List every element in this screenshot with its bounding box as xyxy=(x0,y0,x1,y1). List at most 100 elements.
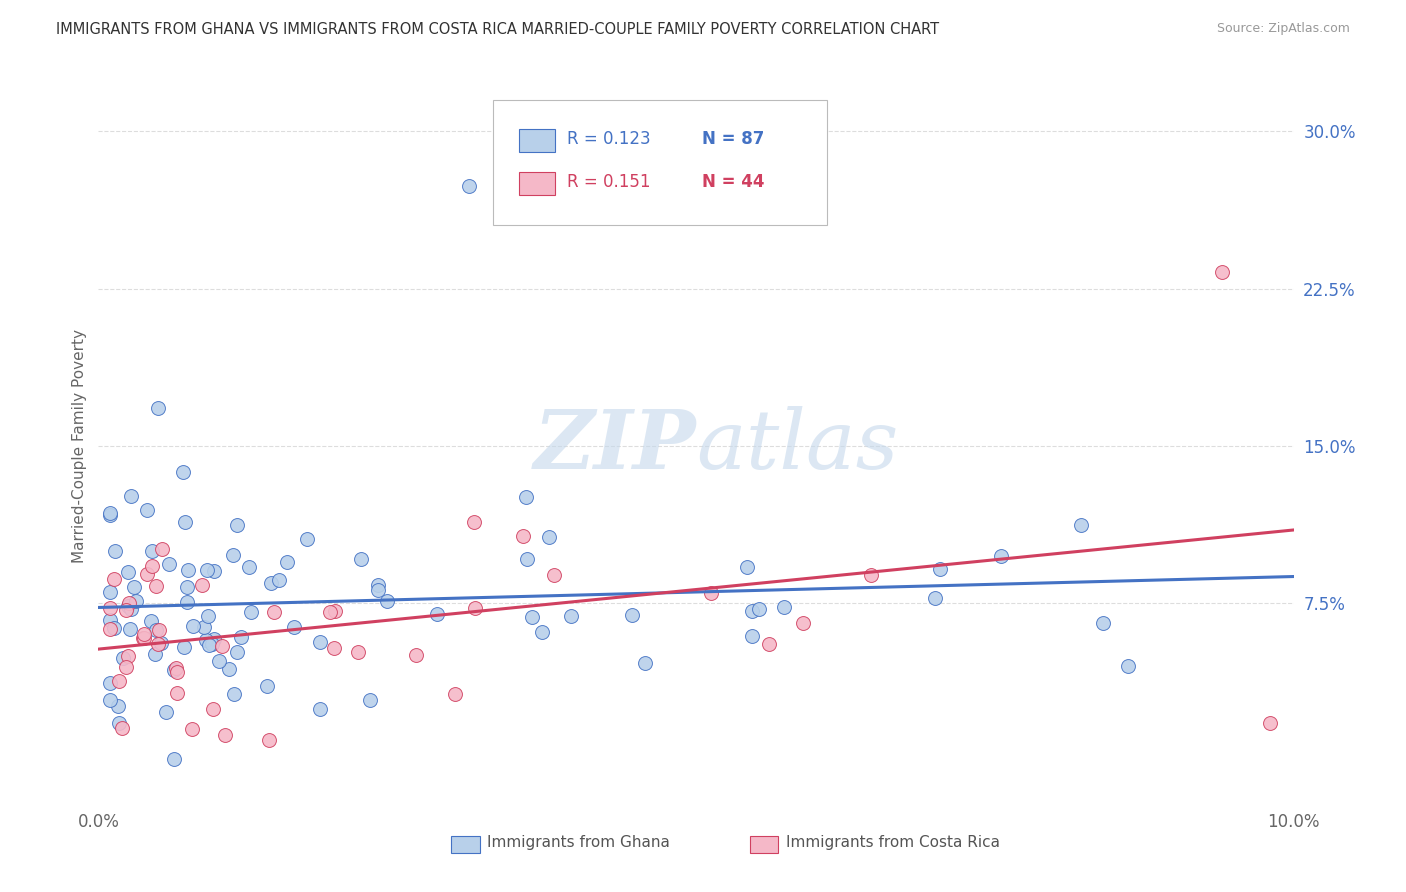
Point xyxy=(924,591,946,605)
Point xyxy=(218,662,240,676)
Point xyxy=(1211,265,1233,279)
Text: Immigrants from Ghana: Immigrants from Ghana xyxy=(486,835,669,849)
Point xyxy=(195,632,218,647)
Point xyxy=(115,660,138,674)
Point xyxy=(173,640,195,655)
Point xyxy=(226,518,249,533)
Point xyxy=(103,573,125,587)
Point xyxy=(149,636,172,650)
Point xyxy=(700,586,723,600)
Point xyxy=(1258,716,1281,731)
Text: R = 0.151: R = 0.151 xyxy=(567,173,651,191)
Point xyxy=(172,465,194,479)
Point xyxy=(111,721,134,735)
Point xyxy=(463,515,485,529)
FancyBboxPatch shape xyxy=(451,836,479,854)
Point xyxy=(132,631,155,645)
Point xyxy=(157,557,180,571)
Point xyxy=(259,733,281,747)
Point xyxy=(108,715,131,730)
Point xyxy=(103,621,125,635)
Point xyxy=(148,401,170,416)
Point xyxy=(464,601,486,615)
Point xyxy=(522,610,544,624)
Point xyxy=(165,661,187,675)
Point xyxy=(143,647,166,661)
Point xyxy=(375,594,398,608)
Text: N = 44: N = 44 xyxy=(702,173,765,191)
Point xyxy=(201,701,224,715)
Point xyxy=(141,544,163,558)
Point xyxy=(347,644,370,658)
Point xyxy=(229,630,252,644)
Text: N = 87: N = 87 xyxy=(702,130,765,148)
Text: R = 0.123: R = 0.123 xyxy=(567,130,651,148)
Point xyxy=(620,607,643,622)
Point xyxy=(108,674,131,689)
Point xyxy=(166,686,188,700)
Point xyxy=(741,604,763,618)
Point xyxy=(214,728,236,742)
Point xyxy=(118,596,141,610)
Point xyxy=(155,706,177,720)
FancyBboxPatch shape xyxy=(519,129,555,152)
Point xyxy=(135,566,157,581)
Point xyxy=(211,639,233,653)
Point xyxy=(256,679,278,693)
Point xyxy=(111,650,134,665)
Y-axis label: Married-Couple Family Poverty: Married-Couple Family Poverty xyxy=(72,329,87,563)
Point xyxy=(367,578,389,592)
Point xyxy=(426,607,449,622)
Point xyxy=(319,605,342,619)
Point xyxy=(772,600,794,615)
Point xyxy=(283,619,305,633)
Point xyxy=(197,608,219,623)
Point xyxy=(98,675,122,690)
Point xyxy=(177,563,200,577)
Point xyxy=(322,640,344,655)
Point xyxy=(741,629,763,643)
Point xyxy=(263,605,285,619)
Point xyxy=(367,582,389,597)
Point xyxy=(98,508,122,522)
Point xyxy=(98,507,122,521)
Point xyxy=(859,568,882,582)
Text: Immigrants from Costa Rica: Immigrants from Costa Rica xyxy=(786,835,1000,849)
Point xyxy=(122,580,145,594)
Point xyxy=(120,489,142,503)
Text: IMMIGRANTS FROM GHANA VS IMMIGRANTS FROM COSTA RICA MARRIED-COUPLE FAMILY POVERT: IMMIGRANTS FROM GHANA VS IMMIGRANTS FROM… xyxy=(56,22,939,37)
Point xyxy=(737,559,759,574)
Point xyxy=(135,503,157,517)
Point xyxy=(191,578,214,592)
Text: ZIP: ZIP xyxy=(533,406,696,486)
Point xyxy=(141,614,163,628)
Point xyxy=(197,638,219,652)
Point xyxy=(146,637,169,651)
Point xyxy=(325,604,347,618)
Point xyxy=(512,529,534,543)
Point xyxy=(259,576,281,591)
Point xyxy=(163,663,186,677)
Point xyxy=(117,566,139,580)
Point xyxy=(107,698,129,713)
Point xyxy=(141,559,163,574)
Point xyxy=(176,580,198,594)
Point xyxy=(758,637,780,651)
Point xyxy=(929,561,952,575)
Point xyxy=(309,634,332,648)
FancyBboxPatch shape xyxy=(519,172,555,194)
Point xyxy=(443,686,465,700)
Point xyxy=(163,752,186,766)
Point xyxy=(1116,659,1139,673)
Point xyxy=(150,541,173,556)
FancyBboxPatch shape xyxy=(749,836,779,854)
Point xyxy=(634,657,657,671)
Point xyxy=(458,178,481,193)
Point xyxy=(132,631,155,645)
Point xyxy=(174,515,197,529)
Point xyxy=(1070,517,1092,532)
Point xyxy=(267,573,290,587)
Point xyxy=(276,555,298,569)
Point xyxy=(145,579,167,593)
Point xyxy=(543,568,565,582)
